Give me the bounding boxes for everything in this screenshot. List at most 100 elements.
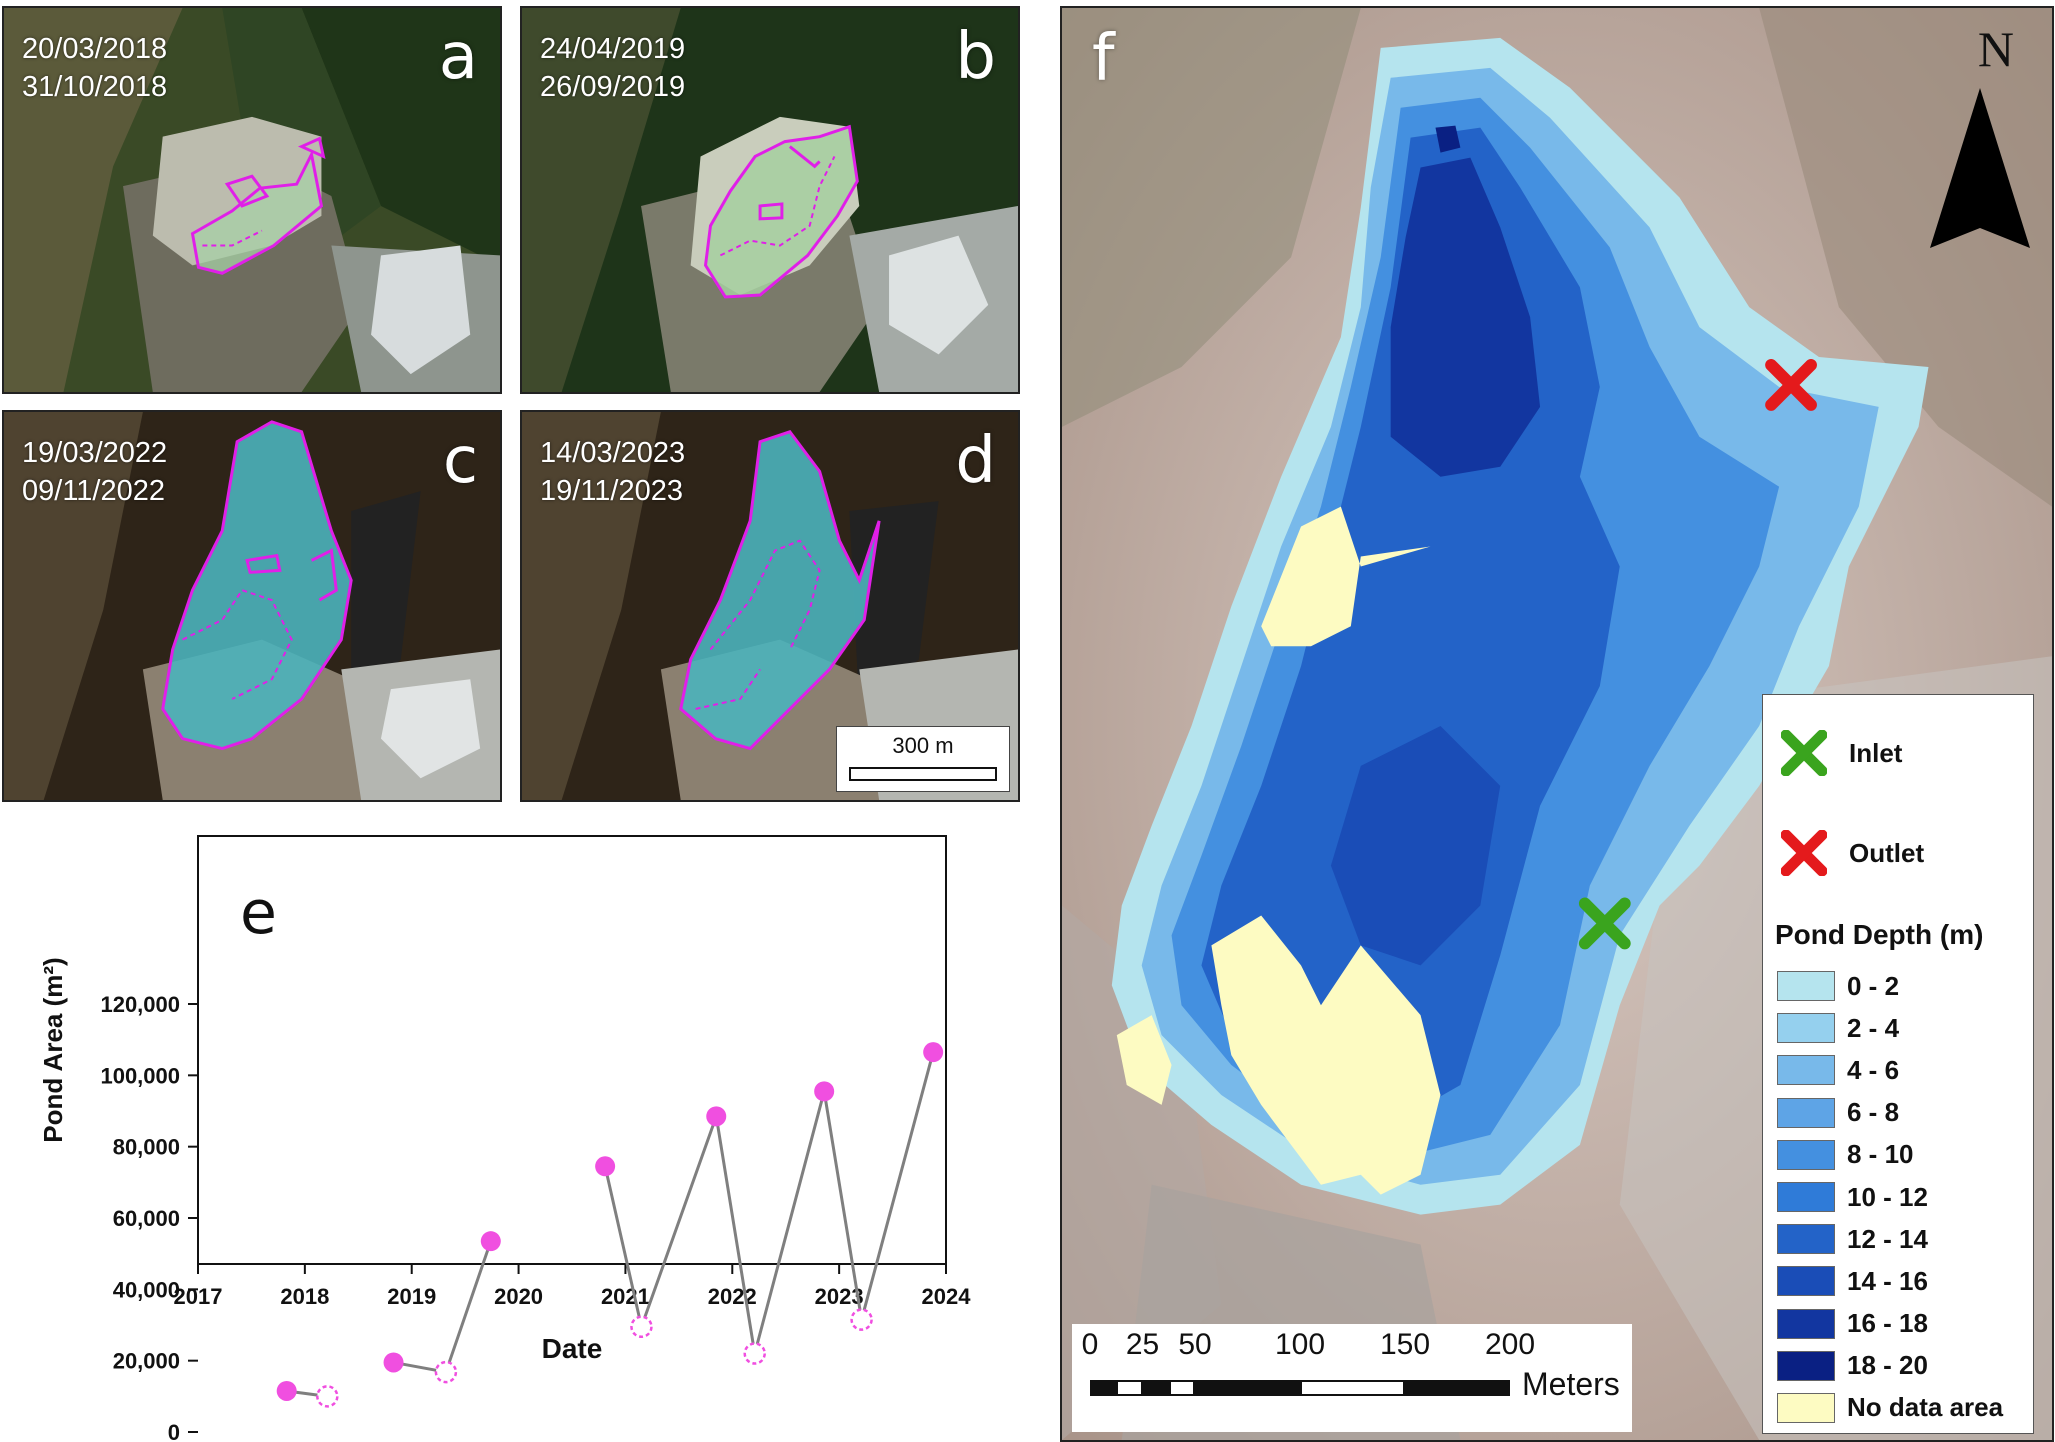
legend-entry: 4 - 6 <box>1777 1049 2003 1091</box>
data-point-hollow <box>850 1308 873 1331</box>
x-tick-label: 2019 <box>387 1284 436 1309</box>
depth-layer-4 <box>1390 157 1541 477</box>
y-tick-label: 0 <box>168 1420 180 1442</box>
y-tick-label: 40,000 <box>113 1277 180 1302</box>
map-scale-segment <box>1195 1380 1300 1396</box>
legend-outlet: Outlet <box>1781 823 1924 883</box>
satellite-panel-d: 14/03/2023 19/11/2023 d 300 m <box>520 410 1020 802</box>
legend-entry: No data area <box>1777 1387 2003 1429</box>
legend-entry-label: 4 - 6 <box>1847 1054 1900 1085</box>
legend-entry-label: 14 - 16 <box>1847 1265 1928 1296</box>
legend-inlet: Inlet <box>1781 723 1902 783</box>
panel-c-letter: c <box>442 424 478 498</box>
panel-b-date-1: 24/04/2019 <box>540 33 686 65</box>
map-scale-ticks: 0 25 50 100 150 200 <box>1082 1328 1536 1364</box>
panel-e-letter: e <box>240 878 277 948</box>
satellite-image-a <box>4 8 500 392</box>
panel-b-dates: 24/04/2019 26/09/2019 <box>540 30 685 106</box>
data-point-hollow <box>316 1385 339 1408</box>
legend-entry-label: 18 - 20 <box>1847 1350 1928 1381</box>
plot-frame <box>197 835 947 1265</box>
legend-entry-label: No data area <box>1847 1392 2004 1423</box>
map-scale-bar-segments <box>1090 1380 1510 1396</box>
map-scale-units: Meters <box>1522 1366 1620 1402</box>
legend-swatch <box>1777 971 1835 1002</box>
map-scale-segment <box>1168 1380 1195 1396</box>
panel-d-date-2: 19/11/2023 <box>540 475 683 507</box>
outlet-marker-icon <box>1781 830 1827 876</box>
panel-c-date-2: 09/11/2022 <box>22 475 165 507</box>
map-scale-tick-label: 25 <box>1125 1328 1160 1361</box>
legend-entry: 16 - 18 <box>1777 1303 2003 1345</box>
bathymetry-map-panel: f N Inlet Outlet Pond Depth (m) 0 - 2 2 -… <box>1060 6 2054 1442</box>
y-tick-label: 60,000 <box>113 1206 180 1231</box>
legend-swatch <box>1777 1055 1835 1086</box>
satellite-image-b <box>522 8 1018 392</box>
map-scale-segment <box>1142 1380 1169 1396</box>
pond-area-chart: 0 20,000 40,000 60,000 80,000 100,000 120,000 2… <box>0 826 1040 1442</box>
inset-scale-bar-rect <box>849 767 997 781</box>
panel-d-dates: 14/03/2023 19/11/2023 <box>540 434 685 510</box>
legend-entry: 6 - 8 <box>1777 1092 2003 1134</box>
data-point-filled <box>814 1081 835 1102</box>
y-axis-label: Pond Area (m²) <box>38 957 68 1142</box>
legend-swatch <box>1777 1139 1835 1170</box>
inlet-marker-icon <box>1781 730 1827 776</box>
map-scale-segment <box>1405 1380 1510 1396</box>
panel-a-letter: a <box>438 20 478 94</box>
data-point-filled <box>923 1042 944 1063</box>
panel-c-date-1: 19/03/2022 <box>22 437 168 469</box>
legend-title: Pond Depth (m) <box>1775 919 1984 950</box>
legend-swatch <box>1777 1224 1835 1255</box>
depth-layer-6 <box>1435 125 1461 153</box>
inset-scale-bar: 300 m <box>836 726 1010 792</box>
inlet-cross <box>1578 897 1631 950</box>
map-scale-tick-label: 200 <box>1484 1328 1536 1361</box>
map-scale-tick-label: 50 <box>1178 1328 1212 1361</box>
legend-swatch <box>1777 1182 1835 1213</box>
legend-entry: 12 - 14 <box>1777 1218 2003 1260</box>
y-tick-label: 100,000 <box>100 1063 180 1088</box>
map-legend: Inlet Outlet Pond Depth (m) 0 - 2 2 - 4 4 … <box>1762 694 2034 1434</box>
legend-entry-label: 16 - 18 <box>1847 1308 1928 1339</box>
data-point-filled <box>480 1231 501 1252</box>
panel-a-dates: 20/03/2018 31/10/2018 <box>22 30 167 106</box>
panel-d-date-1: 14/03/2023 <box>540 437 686 469</box>
inset-scale-label: 300 m <box>892 733 954 758</box>
north-arrow-icon <box>1930 88 2030 248</box>
map-scale-tick-label: 150 <box>1379 1328 1431 1361</box>
no-data-area-3 <box>1116 1015 1172 1105</box>
x-tick-label: 2022 <box>708 1284 757 1309</box>
data-point-filled <box>595 1156 616 1177</box>
satellite-image-c <box>4 412 500 800</box>
legend-entry-label: 12 - 14 <box>1847 1223 1928 1254</box>
panel-d-letter: d <box>955 424 996 498</box>
legend-entry-label: 2 - 4 <box>1847 1012 1900 1043</box>
satellite-panel-b: 24/04/2019 26/09/2019 b <box>520 6 1020 394</box>
legend-swatch <box>1777 1308 1835 1339</box>
map-scale-tick-label: 100 <box>1274 1328 1326 1361</box>
legend-entry: 8 - 10 <box>1777 1134 2003 1176</box>
legend-entry-label: 6 - 8 <box>1847 1097 1900 1128</box>
map-scale-tick-label: 0 <box>1081 1328 1099 1361</box>
panel-a-date-1: 20/03/2018 <box>22 33 168 65</box>
x-tick-label: 2020 <box>494 1284 543 1309</box>
series-line <box>603 1051 935 1354</box>
panel-b-date-2: 26/09/2019 <box>540 71 686 103</box>
panel-c-dates: 19/03/2022 09/11/2022 <box>22 434 167 510</box>
legend-entry: 10 - 12 <box>1777 1176 2003 1218</box>
no-data-area-1 <box>1261 506 1431 647</box>
data-point-filled <box>706 1106 727 1127</box>
y-tick-label: 20,000 <box>113 1349 180 1374</box>
legend-entry: 0 - 2 <box>1777 965 2003 1007</box>
satellite-panel-c: 19/03/2022 09/11/2022 c <box>2 410 502 802</box>
x-tick-label: 2021 <box>601 1284 650 1309</box>
data-point-filled <box>383 1352 404 1373</box>
pond-area-chart-svg: 0 20,000 40,000 60,000 80,000 100,000 120,000 2… <box>38 835 971 1442</box>
x-axis-label: Date <box>542 1333 603 1364</box>
legend-swatch <box>1777 1350 1835 1381</box>
x-tick-label: 2017 <box>174 1284 223 1309</box>
map-scale-bar: 0 25 50 100 150 200 Meters <box>1072 1324 1632 1432</box>
legend-entry: 2 - 4 <box>1777 1007 2003 1049</box>
data-point-hollow <box>630 1315 653 1339</box>
